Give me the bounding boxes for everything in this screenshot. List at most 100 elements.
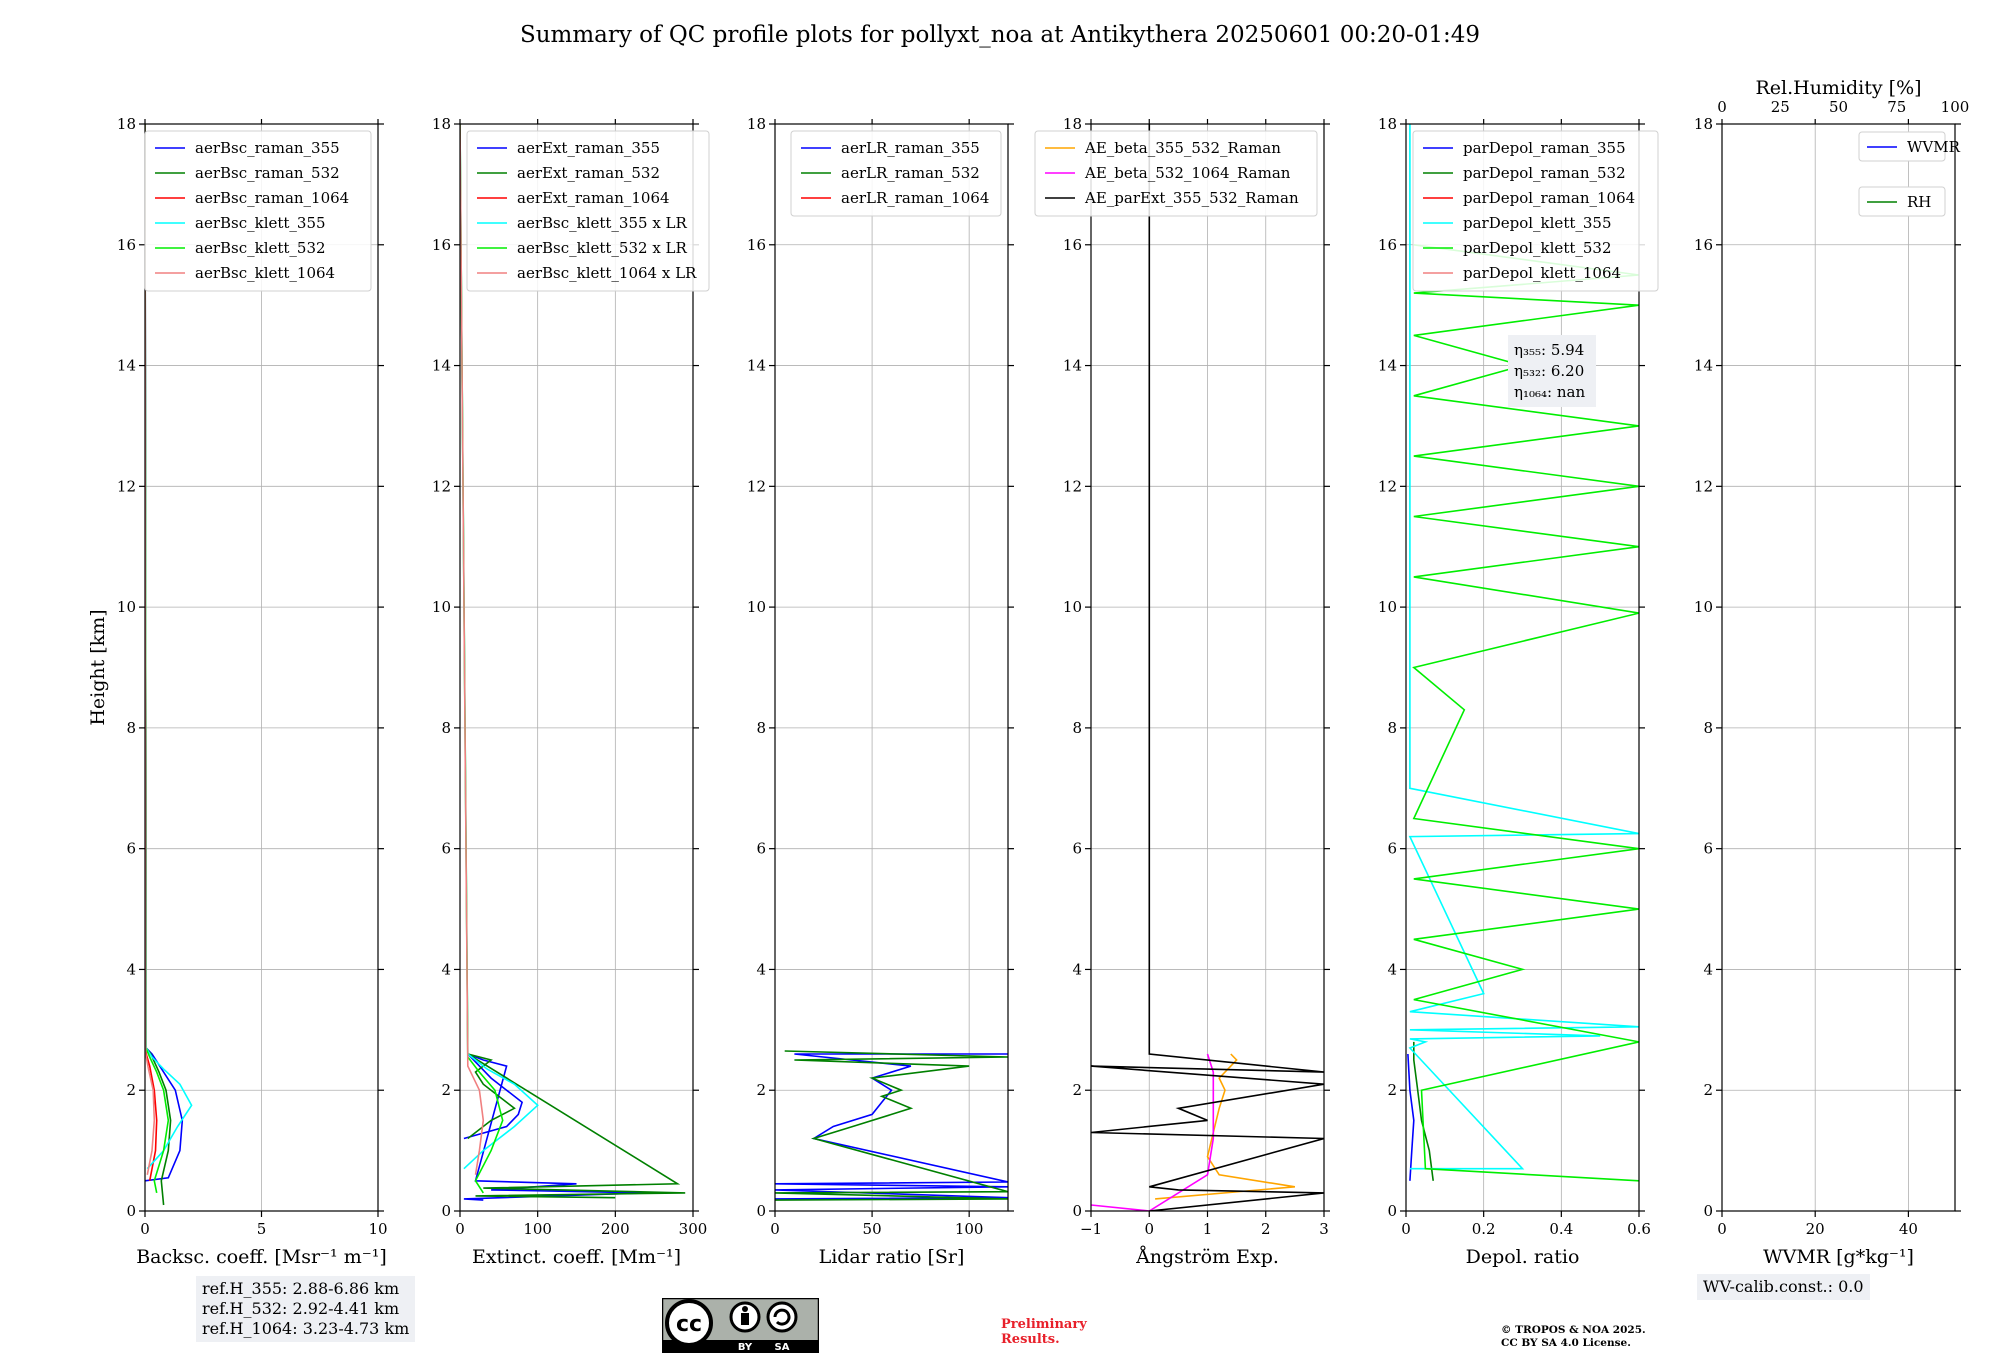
series-aerBsc_klett_1064 [145,124,156,1175]
legend-box [466,130,710,292]
y-tick-label: 0 [126,1202,136,1220]
wv-calibration-box: WV-calib.const.: 0.0 [1697,1274,1870,1300]
legend-entry: aerBsc_klett_1064 [195,264,335,282]
legend-box [1412,130,1659,292]
x-tick-label: 100 [955,1220,984,1238]
copyright-line-1: © TROPOS & NOA 2025. [1501,1324,1646,1336]
legend-entry: AE_parExt_355_532_Raman [1084,189,1299,207]
legend-entry: WVMR [1907,138,1961,156]
y-tick-label: 8 [441,719,451,737]
legend-entry: parDepol_klett_355 [1463,214,1612,232]
y-tick-label: 16 [1378,236,1397,254]
y-tick-label: 10 [747,598,766,616]
y-tick-label: 8 [1072,719,1082,737]
y-tick-label: 12 [432,477,451,495]
series-aerBsc_klett_532 [145,124,170,1194]
legend-entry: aerBsc_klett_355 x LR [517,214,688,232]
preliminary-note: Preliminary Results. [1001,1317,1121,1347]
subplot-2: 0 100 200 300 0 2 4 6 8 10 12 14 16 18 Extinct. coeff.… [432,115,710,1268]
y-tick-label: 12 [1378,477,1397,495]
y-tick-label: 4 [1072,960,1082,978]
y-tick-label: 10 [117,598,136,616]
y-tick-label: 4 [1703,960,1713,978]
x2-axis-label: Rel.Humidity [%] [1755,77,1921,99]
axes-frame [1721,123,1956,1212]
series-AE_beta_355_532_Raman [1155,1053,1296,1200]
preliminary-line-2: Results. [1001,1332,1060,1347]
x-tick-label: 0 [1717,1220,1727,1238]
legend-entry: parDepol_raman_1064 [1463,189,1635,207]
y-tick-label: 8 [1703,719,1713,737]
series-aerLR_raman_532 [775,1050,1008,1201]
y-tick-label: 12 [1063,477,1082,495]
series-parDepol_klett_355 [1408,124,1639,1170]
y-tick-label: 0 [1072,1202,1082,1220]
y-tick-label: 4 [756,960,766,978]
x2-tick-label: 0 [1717,98,1727,116]
y-tick-label: 10 [1378,598,1397,616]
x-axis-label: Ångström Exp. [1135,1246,1279,1268]
legend-box [1858,131,1946,162]
y-tick-label: 10 [432,598,451,616]
y-tick-label: 6 [1072,840,1082,858]
series-aerBsc_klett_355 x LR [460,124,539,1170]
y-tick-label: 12 [747,477,766,495]
y-tick-label: 14 [747,357,766,375]
legend-entry: aerLR_raman_355 [841,139,980,157]
subplot-5: 0 0.2 0.4 0.6 0 2 4 6 8 10 12 14 16 18 Depol. ratio par… [1378,115,1659,1268]
legend-entry: parDepol_klett_1064 [1463,264,1621,282]
x-tick-label: 0 [770,1220,780,1238]
y-tick-label: 6 [756,840,766,858]
x-tick-label: 0.4 [1549,1220,1573,1238]
legend-box [144,130,372,292]
y-tick-label: 4 [441,960,451,978]
series-AE_beta_532_1064_Raman [1091,1053,1215,1211]
x-tick-label: 0 [455,1220,465,1238]
series-aerExt_raman_355 [463,1053,647,1201]
preliminary-line-1: Preliminary [1001,1317,1087,1332]
legend-entry: aerBsc_klett_532 [195,239,326,257]
legend-entry: aerExt_raman_1064 [517,189,670,207]
x-tick-label: 2 [1261,1220,1271,1238]
reference-height-box: ref.H_355: 2.88-6.86 km ref.H_532: 2.92-… [196,1276,416,1342]
y-tick-label: 2 [756,1081,766,1099]
cc-by-label: BY [738,1342,753,1353]
x-axis-label: Extinct. coeff. [Mm⁻¹] [472,1246,681,1268]
y-tick-label: 18 [1694,115,1713,133]
legend-entry: aerExt_raman_355 [517,139,660,157]
y-tick-label: 10 [1063,598,1082,616]
x-tick-label: 40 [1899,1220,1918,1238]
legend-entry: parDepol_raman_355 [1463,139,1626,157]
y-tick-label: 18 [117,115,136,133]
x-tick-label: 10 [368,1220,387,1238]
legend-entry: aerBsc_raman_1064 [195,189,349,207]
y-tick-label: 16 [747,236,766,254]
x2-tick-label: 25 [1771,98,1790,116]
legend-entry: aerExt_raman_532 [517,164,660,182]
x-tick-label: 0 [1144,1220,1154,1238]
ref-height-532: ref.H_532: 2.92-4.41 km [202,1299,400,1318]
legend-box [1858,186,1946,217]
y-tick-label: 18 [1063,115,1082,133]
legend-entry: RH [1907,193,1931,211]
cc-sa-label: SA [775,1342,790,1353]
y-tick-label: 12 [117,477,136,495]
y-tick-label: 16 [1063,236,1082,254]
x-tick-label: 0.6 [1627,1220,1651,1238]
eta-annotation-box [1508,335,1596,407]
y-tick-label: 14 [1378,357,1397,375]
y-tick-label: 10 [1694,598,1713,616]
axes-frame [459,123,694,1212]
x-tick-label: 5 [257,1220,267,1238]
series-aerExt_raman_532 [467,1053,686,1199]
y-tick-label: 6 [1387,840,1397,858]
y-tick-label: 4 [126,960,136,978]
y-tick-label: 0 [756,1202,766,1220]
y-tick-label: 16 [117,236,136,254]
y-tick-label: 16 [432,236,451,254]
y-tick-label: 8 [756,719,766,737]
figure-title: Summary of QC profile plots for pollyxt_… [519,22,1481,48]
ref-height-355: ref.H_355: 2.88-6.86 km [202,1279,400,1298]
